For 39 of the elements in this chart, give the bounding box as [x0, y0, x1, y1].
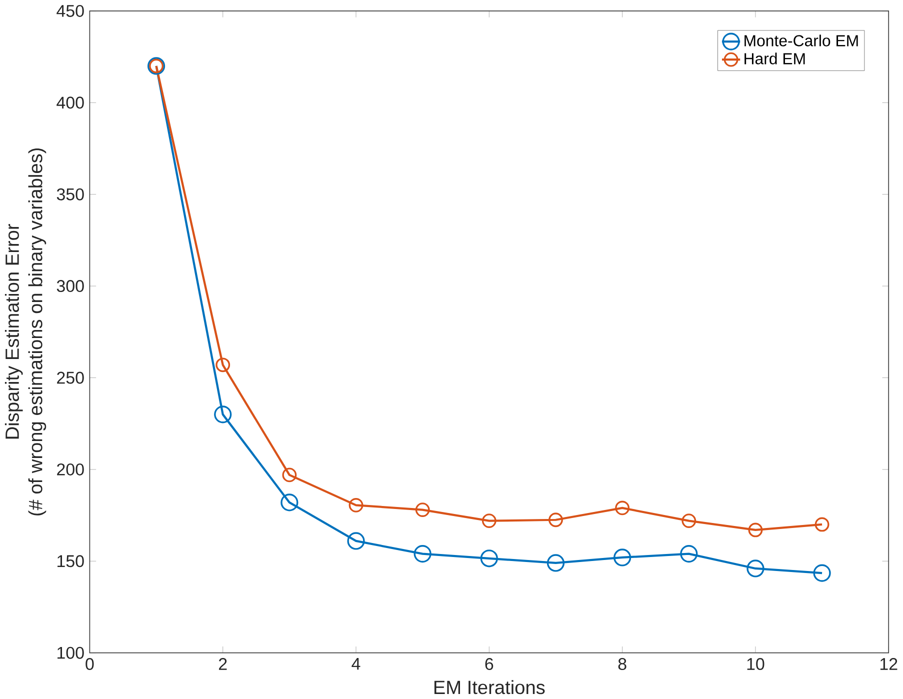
y-tick-label: 350: [56, 188, 84, 200]
point: [482, 514, 496, 528]
x-tick-label: 10: [747, 658, 764, 670]
point: [415, 502, 430, 517]
y-tick-label: 250: [57, 372, 84, 384]
point: [746, 560, 764, 578]
y-tick-label: 100: [58, 646, 84, 659]
x-tick-label: 2: [218, 658, 227, 670]
y-tick-label: 150: [58, 555, 84, 568]
point: [282, 468, 297, 482]
x-tick-label: 0: [86, 658, 94, 670]
point: [546, 554, 565, 572]
point: [680, 544, 698, 563]
point: [480, 550, 498, 568]
legend-label: Hard EM: [744, 52, 805, 64]
point: [216, 358, 230, 372]
point: [814, 517, 830, 532]
x-tick-label: 8: [618, 658, 626, 670]
x-tick-label: 4: [352, 658, 360, 670]
point: [348, 498, 364, 512]
point: [682, 514, 696, 528]
y-axis-title: Disparity Estimation Error (# of wrong estimations on binary variables): [4, 148, 46, 516]
y-tick-label: 450: [56, 4, 84, 17]
x-tick-label: 6: [485, 658, 494, 670]
point: [614, 548, 632, 566]
x-tick-label: 12: [880, 658, 898, 670]
point: [347, 532, 365, 550]
point: [280, 494, 298, 512]
y-tick-label: 200: [57, 463, 84, 476]
point: [615, 500, 630, 516]
point: [748, 522, 763, 538]
point: [214, 406, 232, 424]
y-tick-label: 300: [56, 280, 84, 292]
x-axis-title: EM Iterations: [434, 680, 545, 694]
y-tick-label: 400: [56, 96, 84, 109]
legend-label: Monte-Carlo EM: [744, 34, 858, 46]
point: [813, 564, 831, 582]
point: [548, 512, 563, 528]
point: [414, 544, 432, 563]
